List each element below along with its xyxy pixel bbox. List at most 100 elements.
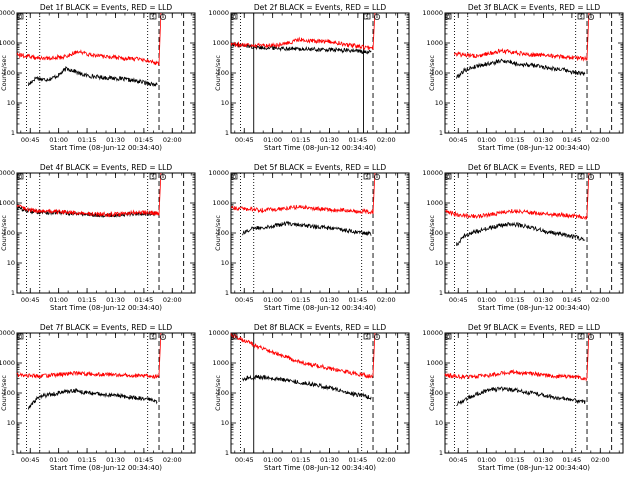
- panel-title: Det 9f BLACK = Events, RED = LLD: [468, 323, 601, 332]
- marker-d: [17, 173, 24, 180]
- marker-s-label: S: [580, 174, 583, 180]
- panel-3: Det 3f BLACK = Events, RED = LLD 1 10 100 10…: [422, 3, 624, 152]
- y-axis-label: Counts/sec: [214, 55, 222, 91]
- x-tick-label: 01:15: [506, 456, 525, 464]
- x-tick-label: 01:45: [563, 296, 582, 304]
- x-tick-label: 01:45: [349, 136, 368, 144]
- y-tick-label: 100: [431, 69, 443, 77]
- panel-1: Det 1f BLACK = Events, RED = LLD 1 10 100 10…: [0, 3, 196, 152]
- marker-a: [159, 333, 167, 341]
- marker-d: [17, 333, 24, 340]
- x-axis-label: Start Time (08-Jun-12 00:34:40): [264, 144, 376, 152]
- marker-s-label: S: [152, 174, 155, 180]
- marker-d-label: D: [233, 174, 237, 180]
- lld-series-line: [230, 332, 376, 379]
- x-tick-label: 01:00: [477, 456, 496, 464]
- x-tick-label: 00:45: [449, 136, 468, 144]
- y-tick-label: 1: [439, 449, 443, 457]
- marker-a: [587, 333, 595, 341]
- y-tick-label: 10000: [0, 169, 15, 177]
- x-tick-label: 01:15: [292, 296, 311, 304]
- events-series-line: [28, 66, 158, 87]
- y-tick-label: 1000: [0, 39, 15, 47]
- marker-d: [445, 173, 452, 180]
- marker-s-label: S: [152, 334, 155, 340]
- marker-s-label: S: [580, 334, 583, 340]
- marker-d-label: D: [19, 334, 23, 340]
- y-tick-label: 1: [225, 449, 229, 457]
- y-tick-label: 1: [439, 129, 443, 137]
- panel-title: Det 3f BLACK = Events, RED = LLD: [468, 3, 601, 12]
- x-axis-label: Start Time (08-Jun-12 00:34:40): [478, 304, 590, 312]
- panel-5: Det 5f BLACK = Events, RED = LLD 1 10 100 10…: [208, 163, 410, 312]
- x-tick-label: 01:00: [263, 136, 282, 144]
- x-tick-label: 01:30: [106, 456, 125, 464]
- x-tick-label: 01:45: [135, 456, 154, 464]
- y-axis-label: Counts/sec: [214, 375, 222, 411]
- x-tick-label: 00:45: [235, 456, 254, 464]
- panel-6: Det 6f BLACK = Events, RED = LLD 1 10 100 10…: [422, 163, 624, 312]
- x-tick-label: 01:15: [506, 296, 525, 304]
- marker-d-label: D: [447, 14, 451, 20]
- y-tick-label: 1000: [426, 199, 443, 207]
- y-tick-label: 10000: [0, 329, 15, 337]
- lld-series-line: [444, 172, 590, 221]
- x-tick-label: 02:00: [377, 296, 396, 304]
- lld-series-line: [16, 12, 162, 66]
- marker-d-label: D: [19, 14, 23, 20]
- marker-s: [149, 13, 157, 20]
- y-tick-label: 10: [435, 259, 443, 267]
- marker-a: [159, 173, 167, 181]
- x-axis-label: Start Time (08-Jun-12 00:34:40): [478, 144, 590, 152]
- x-tick-label: 01:45: [135, 136, 154, 144]
- panel-4: Det 4f BLACK = Events, RED = LLD 1 10 100 10…: [0, 163, 196, 312]
- x-tick-label: 01:45: [135, 296, 154, 304]
- x-tick-label: 01:15: [78, 296, 97, 304]
- plot-frame: [16, 12, 196, 134]
- plot-frame: [230, 12, 410, 134]
- y-axis-label: Counts/sec: [428, 215, 436, 251]
- y-axis-label: Counts/sec: [0, 55, 8, 91]
- y-tick-label: 100: [431, 389, 443, 397]
- panel-title: Det 5f BLACK = Events, RED = LLD: [254, 163, 387, 172]
- y-tick-label: 10: [221, 259, 229, 267]
- x-tick-label: 01:00: [477, 136, 496, 144]
- marker-d: [17, 13, 24, 20]
- panel-2: Det 2f BLACK = Events, RED = LLD 1 10 100 10…: [208, 3, 410, 152]
- marker-d-label: D: [19, 174, 23, 180]
- y-tick-label: 10000: [208, 329, 229, 337]
- x-tick-label: 01:45: [349, 456, 368, 464]
- y-axis-label: Counts/sec: [428, 375, 436, 411]
- x-tick-label: 00:45: [449, 296, 468, 304]
- lld-series-line: [16, 332, 162, 380]
- x-tick-label: 02:00: [163, 296, 182, 304]
- lld-series-line: [454, 12, 590, 62]
- events-series-line: [242, 220, 372, 236]
- events-series-line: [456, 386, 586, 406]
- lld-series-line: [230, 172, 376, 215]
- y-tick-label: 1000: [212, 359, 229, 367]
- x-tick-label: 01:45: [349, 296, 368, 304]
- x-tick-label: 00:45: [21, 296, 40, 304]
- y-tick-label: 10000: [208, 9, 229, 17]
- y-tick-label: 1000: [426, 39, 443, 47]
- x-tick-label: 01:15: [292, 136, 311, 144]
- y-tick-label: 10000: [422, 329, 443, 337]
- x-tick-label: 02:00: [163, 136, 182, 144]
- panel-8: Det 8f BLACK = Events, RED = LLD 1 10 100 10…: [208, 323, 410, 472]
- events-series-line: [242, 374, 372, 401]
- panel-title: Det 7f BLACK = Events, RED = LLD: [40, 323, 173, 332]
- y-tick-label: 1: [11, 289, 15, 297]
- events-series-line: [456, 221, 586, 246]
- marker-a-label: A: [590, 335, 593, 340]
- x-tick-label: 01:30: [534, 296, 553, 304]
- y-tick-label: 10000: [422, 9, 443, 17]
- marker-d-label: D: [233, 334, 237, 340]
- x-tick-label: 01:00: [49, 296, 68, 304]
- marker-a: [587, 173, 595, 181]
- y-axis-label: Counts/sec: [428, 55, 436, 91]
- marker-s: [363, 333, 371, 340]
- y-tick-label: 10: [7, 99, 15, 107]
- lld-series-line: [444, 332, 590, 382]
- y-tick-label: 10000: [0, 9, 15, 17]
